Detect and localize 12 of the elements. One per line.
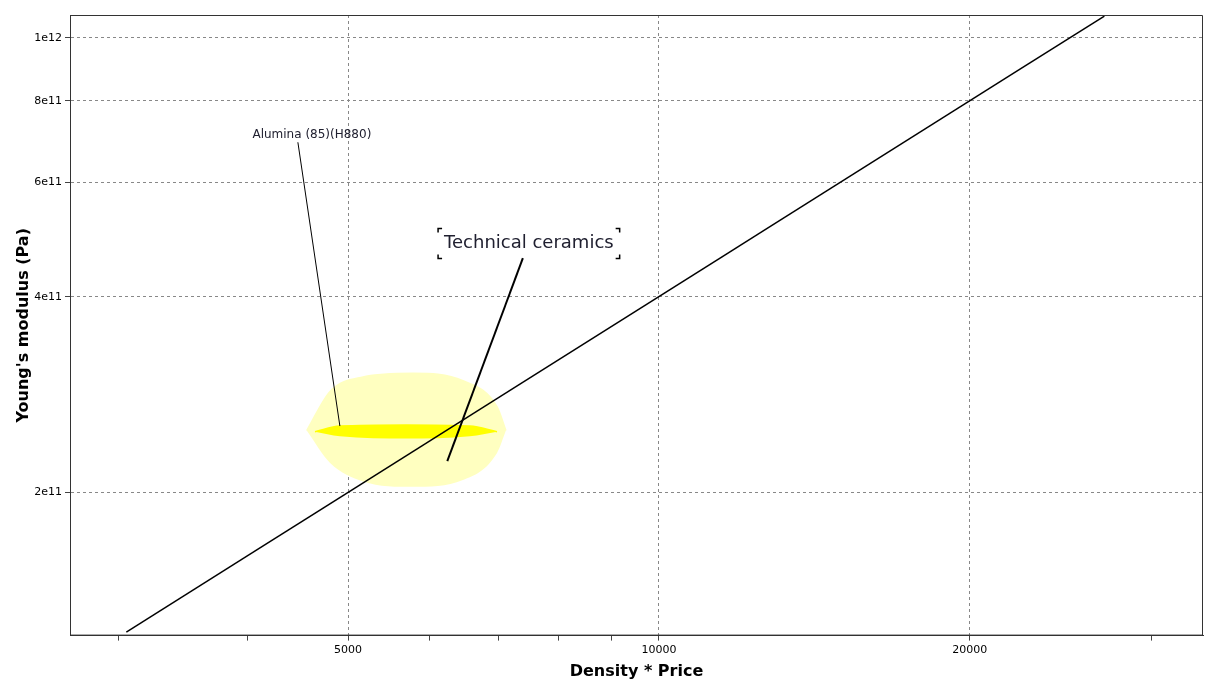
x-tick-label: 5000: [334, 643, 363, 657]
y-tick-label: 2e11: [34, 485, 62, 499]
y-axis-title: Young's modulus (Pa): [12, 228, 32, 424]
annotation: Technical ceramics: [443, 231, 614, 253]
x-tick-label: 10000: [641, 643, 677, 657]
x-tick-label: 20000: [952, 643, 988, 657]
x-axis-title: Density * Price: [569, 660, 704, 680]
y-tick-label: 6e11: [34, 174, 62, 188]
y-tick-label: 8e11: [34, 93, 62, 107]
annotation: Alumina (85)(H880): [252, 127, 372, 142]
y-tick-label: 4e11: [34, 289, 62, 303]
y-tick-label: 1e12: [34, 30, 62, 44]
